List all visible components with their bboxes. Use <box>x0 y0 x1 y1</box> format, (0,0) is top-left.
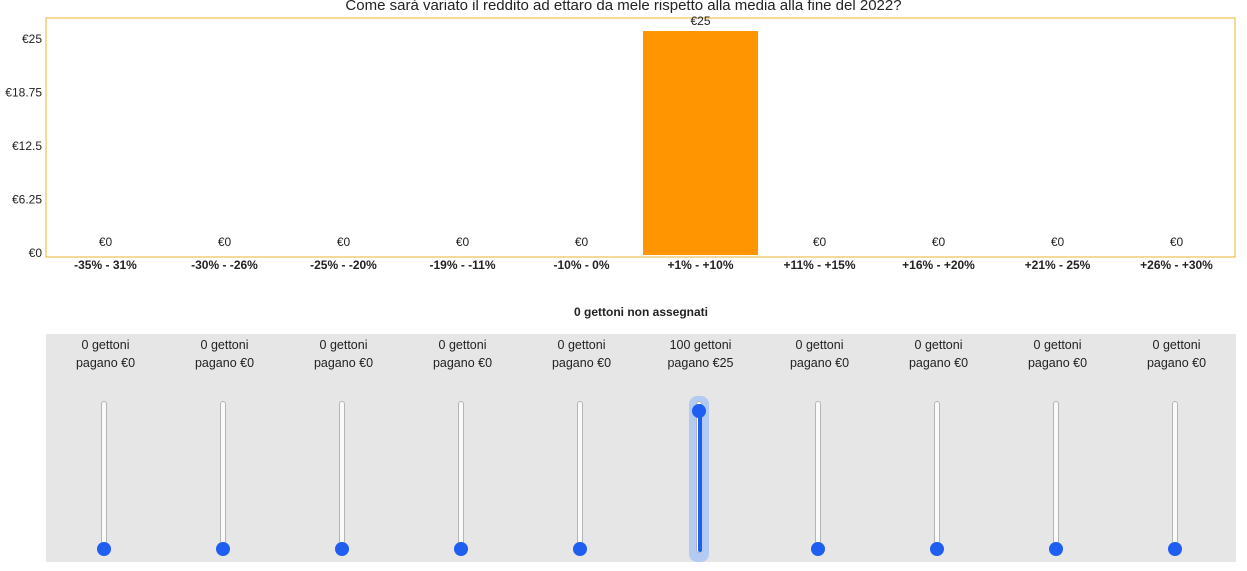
x-category-label: +26% - +30% <box>1140 258 1213 272</box>
slider-thumb[interactable] <box>215 542 230 556</box>
token-slider-column: 0 gettoni pagano €0 <box>1003 334 1113 562</box>
slider-caption: 0 gettoni pagano €0 <box>765 336 875 372</box>
x-category-label: -25% - -20% <box>310 258 377 272</box>
token-slider-column: 0 gettoni pagano €0 <box>289 334 399 562</box>
payout-label: pagano €0 <box>1146 356 1207 370</box>
x-category-label: +16% - +20% <box>902 258 975 272</box>
bar-value-label: €0 <box>1051 235 1065 249</box>
y-tick-label: €25 <box>22 32 42 46</box>
bar <box>643 31 758 255</box>
slider-track[interactable] <box>814 401 821 553</box>
slider-caption: 100 gettoni pagano €25 <box>646 336 756 372</box>
token-slider-column: 0 gettoni pagano €0 <box>170 334 280 562</box>
token-slider-column: 0 gettoni pagano €0 <box>527 334 637 562</box>
token-slider-column: 0 gettoni pagano €0 <box>884 334 994 562</box>
x-category-label: +21% - 25% <box>1025 258 1091 272</box>
y-tick-label: €18.75 <box>5 86 42 100</box>
tokens-count-label: 100 gettoni <box>669 338 732 352</box>
tokens-count-label: 0 gettoni <box>557 338 606 352</box>
bar-value-label: €25 <box>690 14 710 28</box>
token-slider-column: 0 gettoni pagano €0 <box>408 334 518 562</box>
bar-value-label: €0 <box>932 235 946 249</box>
payout-label: pagano €0 <box>908 356 969 370</box>
token-slider-column: 0 gettoni pagano €0 <box>765 334 875 562</box>
slider-track[interactable] <box>1052 401 1059 553</box>
tokens-count-label: 0 gettoni <box>914 338 963 352</box>
payout-label: pagano €0 <box>75 356 136 370</box>
slider-thumb[interactable] <box>453 542 468 556</box>
slider-caption: 0 gettoni pagano €0 <box>289 336 399 372</box>
slider-caption: 0 gettoni pagano €0 <box>1003 336 1113 372</box>
payout-label: pagano €0 <box>789 356 850 370</box>
slider-caption: 0 gettoni pagano €0 <box>408 336 518 372</box>
x-category-label: -19% - -11% <box>429 258 495 272</box>
tokens-count-label: 0 gettoni <box>1033 338 1082 352</box>
bar-value-label: €0 <box>813 235 827 249</box>
bar-chart: €0 €6.25 €12.5 €18.75 €25 €0 -35% - 31% €0 -30% … <box>5 14 1236 272</box>
slider-track[interactable] <box>576 401 583 553</box>
slider-caption: 0 gettoni pagano €0 <box>1122 336 1232 372</box>
slider-track[interactable] <box>457 401 464 553</box>
slider-thumb[interactable] <box>1167 542 1182 556</box>
slider-caption: 0 gettoni pagano €0 <box>527 336 637 372</box>
token-allocator-panel: 0 gettoni pagano €0 0 gettoni pagano €0 0 ge… <box>46 334 1236 562</box>
slider-track[interactable] <box>219 401 226 553</box>
slider-thumb[interactable] <box>929 542 944 556</box>
tokens-count-label: 0 gettoni <box>1152 338 1201 352</box>
slider-caption: 0 gettoni pagano €0 <box>51 336 161 372</box>
bar-value-label: €0 <box>218 235 232 249</box>
slider-track[interactable] <box>100 401 107 553</box>
slider-caption: 0 gettoni pagano €0 <box>170 336 280 372</box>
bar-value-label: €0 <box>575 235 589 249</box>
bar-value-label: €0 <box>456 235 470 249</box>
y-tick-label: €6.25 <box>12 193 42 207</box>
payout-label: pagano €0 <box>313 356 374 370</box>
payout-label: pagano €0 <box>432 356 493 370</box>
bar-value-label: €0 <box>337 235 351 249</box>
payout-label: pagano €25 <box>667 356 734 370</box>
tokens-count-label: 0 gettoni <box>81 338 130 352</box>
slider-thumb[interactable] <box>1048 542 1063 556</box>
unassigned-tokens-label: 0 gettoni non assegnati <box>573 305 708 319</box>
slider-track[interactable] <box>695 401 702 553</box>
slider-thumb[interactable] <box>572 542 587 556</box>
slider-fill <box>697 404 702 552</box>
token-slider-column: 0 gettoni pagano €0 <box>1122 334 1232 562</box>
x-category-label: +11% - +15% <box>783 258 855 272</box>
x-category-label: -10% - 0% <box>553 258 609 272</box>
payout-label: pagano €0 <box>551 356 612 370</box>
slider-caption: 0 gettoni pagano €0 <box>884 336 994 372</box>
chart-title: Come sarà variato il reddito ad ettaro d… <box>345 0 902 14</box>
x-category-label: -35% - 31% <box>74 258 137 272</box>
plot-frame <box>45 17 1236 258</box>
token-slider-column: 0 gettoni pagano €0 <box>51 334 161 562</box>
slider-track[interactable] <box>1171 401 1178 553</box>
slider-track[interactable] <box>338 401 345 553</box>
y-tick-label: €0 <box>29 246 43 260</box>
tokens-count-label: 0 gettoni <box>200 338 249 352</box>
tokens-count-label: 0 gettoni <box>438 338 487 352</box>
payout-label: pagano €0 <box>194 356 255 370</box>
slider-track[interactable] <box>933 401 940 553</box>
bar-value-label: €0 <box>99 235 113 249</box>
tokens-count-label: 0 gettoni <box>795 338 844 352</box>
token-slider-column: 100 gettoni pagano €25 <box>646 334 756 562</box>
x-category-label: +1% - +10% <box>667 258 733 272</box>
slider-thumb[interactable] <box>691 404 706 418</box>
slider-thumb[interactable] <box>96 542 111 556</box>
payout-label: pagano €0 <box>1027 356 1088 370</box>
bar-value-label: €0 <box>1170 235 1184 249</box>
tokens-count-label: 0 gettoni <box>319 338 368 352</box>
slider-thumb[interactable] <box>334 542 349 556</box>
y-tick-label: €12.5 <box>12 139 42 153</box>
slider-thumb[interactable] <box>810 542 825 556</box>
x-category-label: -30% - -26% <box>191 258 258 272</box>
